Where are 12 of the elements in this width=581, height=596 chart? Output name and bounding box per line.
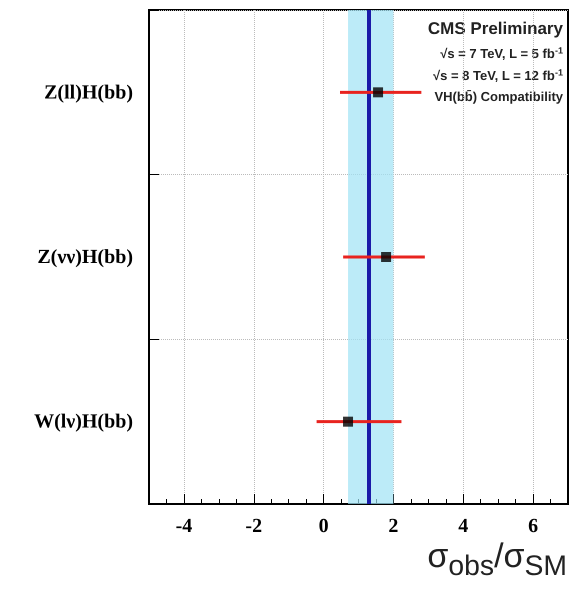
y-tick-label: Z(ll)H(bb) [44,81,133,104]
x-tick-label: 2 [388,515,398,537]
y-tick-label: Z(νν)H(bb) [37,246,133,268]
x-tick-label: -4 [176,515,192,537]
annotation: VH(bb̄) Compatibility [434,89,564,104]
x-axis-title: σ$_{obs}$/σ$_{SM}$ [427,537,567,582]
x-tick-label: 4 [458,515,468,537]
annotation: CMS Preliminary [428,19,564,38]
y-tick-label: W(lν)H(bb) [34,410,133,433]
x-tick-label: 0 [318,515,329,537]
x-tick-label: 6 [528,515,538,537]
x-tick-label: -2 [245,515,262,537]
